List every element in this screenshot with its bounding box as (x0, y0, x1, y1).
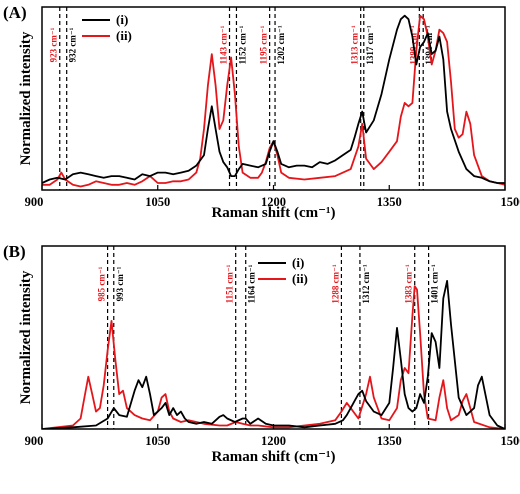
annotation-label-985: 985 cm⁻¹ (97, 266, 107, 301)
annotation-label-1317: 1317 cm⁻¹ (365, 25, 375, 64)
series-line-ii (42, 16, 505, 187)
x-tick-label-1350: 1350 (377, 434, 402, 448)
legend-label-ii: (ii) (292, 271, 308, 286)
panel-b: (B) 985 cm⁻¹ 993 cm⁻¹ 1151 cm⁻¹ 1164 cm⁻¹ 128… (3, 242, 520, 465)
annotation-label-1164: 1164 cm⁻¹ (247, 264, 257, 303)
series-line-i (42, 16, 505, 183)
panel-a: (A) 923 cm⁻¹ 932 cm⁻¹ 1143 cm⁻¹ 1152 cm⁻¹ 119… (3, 3, 520, 221)
legend: (i)(ii) (258, 255, 308, 286)
legend-label-i: (i) (116, 12, 128, 27)
x-tick-label-900: 900 (25, 195, 44, 209)
annotation-label-1152: 1152 cm⁻¹ (237, 25, 247, 64)
annotation-label-1401: 1401 cm⁻¹ (430, 264, 440, 303)
x-tick-label-1200: 1200 (261, 434, 286, 448)
annotation-label-1202: 1202 cm⁻¹ (276, 25, 286, 64)
y-axis-label: Normalized intensity (18, 31, 34, 165)
annotation-label-1195: 1195 cm⁻¹ (259, 25, 269, 64)
x-tick-label-1350: 1350 (377, 195, 402, 209)
annotation-label-1143: 1143 cm⁻¹ (219, 25, 229, 64)
legend: (i)(ii) (82, 12, 132, 43)
annotation-label-932: 932 cm⁻¹ (68, 27, 78, 62)
x-axis-label: Raman shift (cm⁻¹) (211, 205, 335, 221)
legend-label-i: (i) (292, 255, 304, 270)
plot-frame (42, 7, 505, 190)
annotation-label-1383: 1383 cm⁻¹ (404, 264, 414, 303)
panel-label: (A) (3, 3, 27, 22)
legend-label-ii: (ii) (116, 28, 132, 43)
x-tick-label-1500: 1500 (501, 434, 520, 448)
x-tick-label-1050: 1050 (145, 195, 170, 209)
annotation-label-1151: 1151 cm⁻¹ (225, 264, 235, 303)
annotation-label-1288: 1288 cm⁻¹ (330, 264, 340, 303)
y-axis-label: Normalized intensity (18, 270, 34, 404)
x-tick-label-1500: 1500 (501, 195, 520, 209)
x-tick-label-900: 900 (25, 434, 44, 448)
panel-label: (B) (3, 242, 26, 261)
annotation-label-1313: 1313 cm⁻¹ (350, 25, 360, 64)
series-line-ii (42, 286, 505, 429)
annotation-label-1312: 1312 cm⁻¹ (361, 264, 371, 303)
annotation-label-993: 993 cm⁻¹ (115, 266, 125, 301)
x-axis-label: Raman shift (cm⁻¹) (211, 449, 335, 465)
x-tick-label-1050: 1050 (145, 434, 170, 448)
annotation-label-923: 923 cm⁻¹ (49, 27, 59, 62)
